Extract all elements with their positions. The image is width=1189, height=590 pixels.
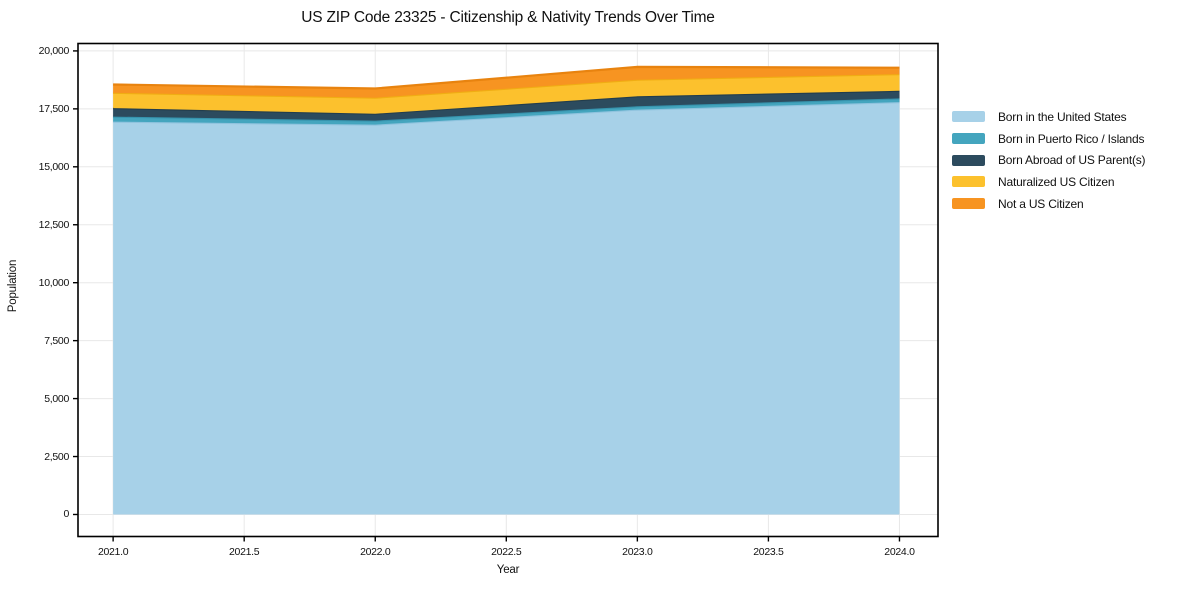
y-tick-label: 12,500	[38, 218, 70, 231]
legend-swatch	[952, 198, 985, 210]
y-tick-label: 17,500	[38, 102, 70, 115]
legend-item-0: Born in the United States	[952, 106, 1145, 128]
legend-label: Born in the United States	[998, 109, 1127, 124]
legend-swatch	[952, 111, 985, 123]
area-series-3	[113, 74, 900, 114]
chart-title: US ZIP Code 23325 - Citizenship & Nativi…	[301, 9, 715, 26]
y-tick-label: 15,000	[38, 160, 70, 173]
area-series-4	[113, 66, 900, 98]
legend-item-2: Born Abroad of US Parent(s)	[952, 149, 1146, 171]
legend-item-4: Not a US Citizen	[952, 193, 1145, 215]
x-tick-label: 2022.0	[360, 545, 391, 558]
x-tick-label: 2021.5	[229, 545, 260, 558]
area-edge-4	[113, 65, 900, 90]
x-tick-label: 2024.0	[884, 545, 915, 558]
x-axis-title: Year	[496, 564, 520, 576]
legend-item-3: Naturalized US Citizen	[952, 171, 1145, 193]
legend: Born in the United States Born in Puerto …	[952, 106, 1146, 215]
y-tick-label: 20,000	[38, 44, 70, 57]
legend-label: Born Abroad of US Parent(s)	[998, 153, 1146, 168]
x-tick-label: 2023.5	[753, 545, 784, 558]
legend-swatch	[952, 176, 985, 188]
legend-label: Naturalized US Citizen	[998, 174, 1115, 189]
x-tick-label: 2023.0	[622, 545, 653, 558]
y-tick-label: 2,500	[44, 450, 69, 463]
x-tick-label: 2022.5	[491, 545, 522, 558]
legend-label: Not a US Citizen	[998, 196, 1084, 211]
legend-label: Born in Puerto Rico / Islands	[998, 131, 1145, 146]
legend-item-1: Born in Puerto Rico / Islands	[952, 128, 1145, 150]
legend-swatch	[952, 133, 985, 145]
y-tick-label: 5,000	[44, 392, 69, 405]
area-series-0	[113, 102, 900, 515]
x-tick-label: 2021.0	[97, 545, 129, 558]
y-tick-label: 10,000	[38, 276, 70, 289]
plot-border	[77, 42, 939, 538]
y-tick-label: 7,500	[44, 334, 69, 347]
y-tick-label: 0	[63, 508, 69, 521]
legend-swatch	[952, 154, 985, 166]
